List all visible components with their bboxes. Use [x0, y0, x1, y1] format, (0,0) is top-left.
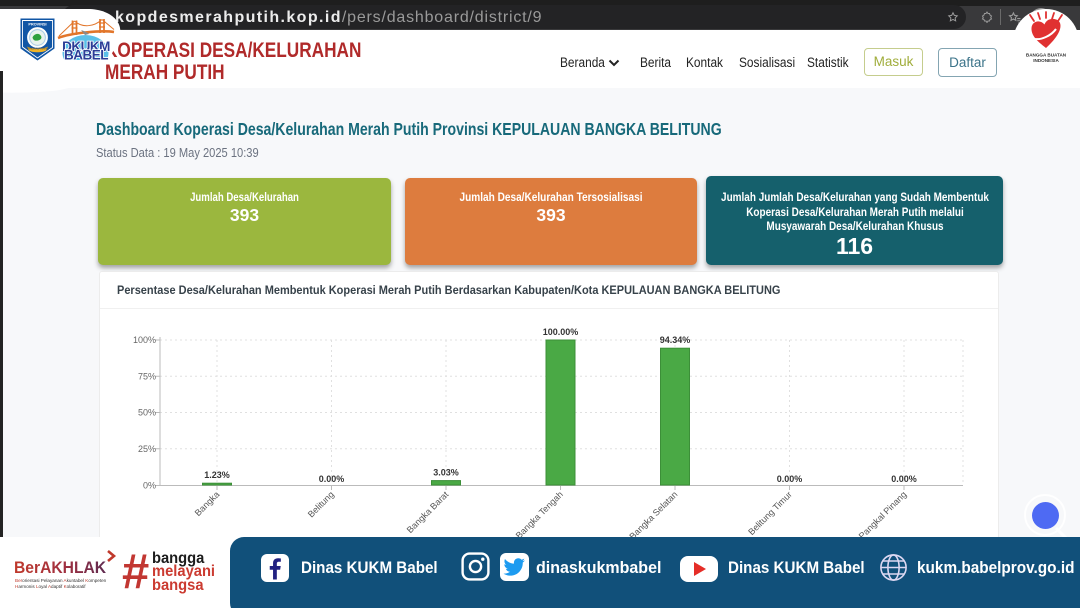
- svg-text:0.00%: 0.00%: [319, 474, 345, 484]
- svg-text:1.23%: 1.23%: [204, 470, 230, 480]
- svg-text:PROVINSI: PROVINSI: [28, 23, 46, 27]
- svg-text:Belitung Timur: Belitung Timur: [746, 489, 794, 537]
- svg-text:0.00%: 0.00%: [891, 474, 917, 484]
- svg-text:50%: 50%: [138, 408, 156, 418]
- svg-text:BANGGA BUATAN: BANGGA BUATAN: [1026, 53, 1067, 58]
- svg-text:0.00%: 0.00%: [777, 474, 803, 484]
- svg-text:Belitung: Belitung: [306, 489, 336, 519]
- svg-text:3.03%: 3.03%: [433, 468, 459, 478]
- svg-text:94.34%: 94.34%: [660, 335, 691, 345]
- svg-text:25%: 25%: [138, 444, 156, 454]
- svg-text:Bangka Selatan: Bangka Selatan: [627, 489, 679, 541]
- svg-text:Bangka Barat: Bangka Barat: [405, 489, 451, 535]
- svg-text:PANGKALPINANG: PANGKALPINANG: [26, 47, 48, 51]
- svg-text:Bangka: Bangka: [193, 489, 222, 518]
- svg-text:0%: 0%: [143, 481, 156, 491]
- svg-text:75%: 75%: [138, 372, 156, 382]
- svg-text:100%: 100%: [133, 335, 156, 345]
- svg-text:100.00%: 100.00%: [543, 327, 579, 337]
- svg-text:DKUKM: DKUKM: [62, 39, 110, 54]
- svg-text:BABEL: BABEL: [64, 48, 108, 61]
- svg-text:INDONESIA: INDONESIA: [1033, 58, 1059, 63]
- svg-text:Bangka Tengah: Bangka Tengah: [514, 489, 565, 540]
